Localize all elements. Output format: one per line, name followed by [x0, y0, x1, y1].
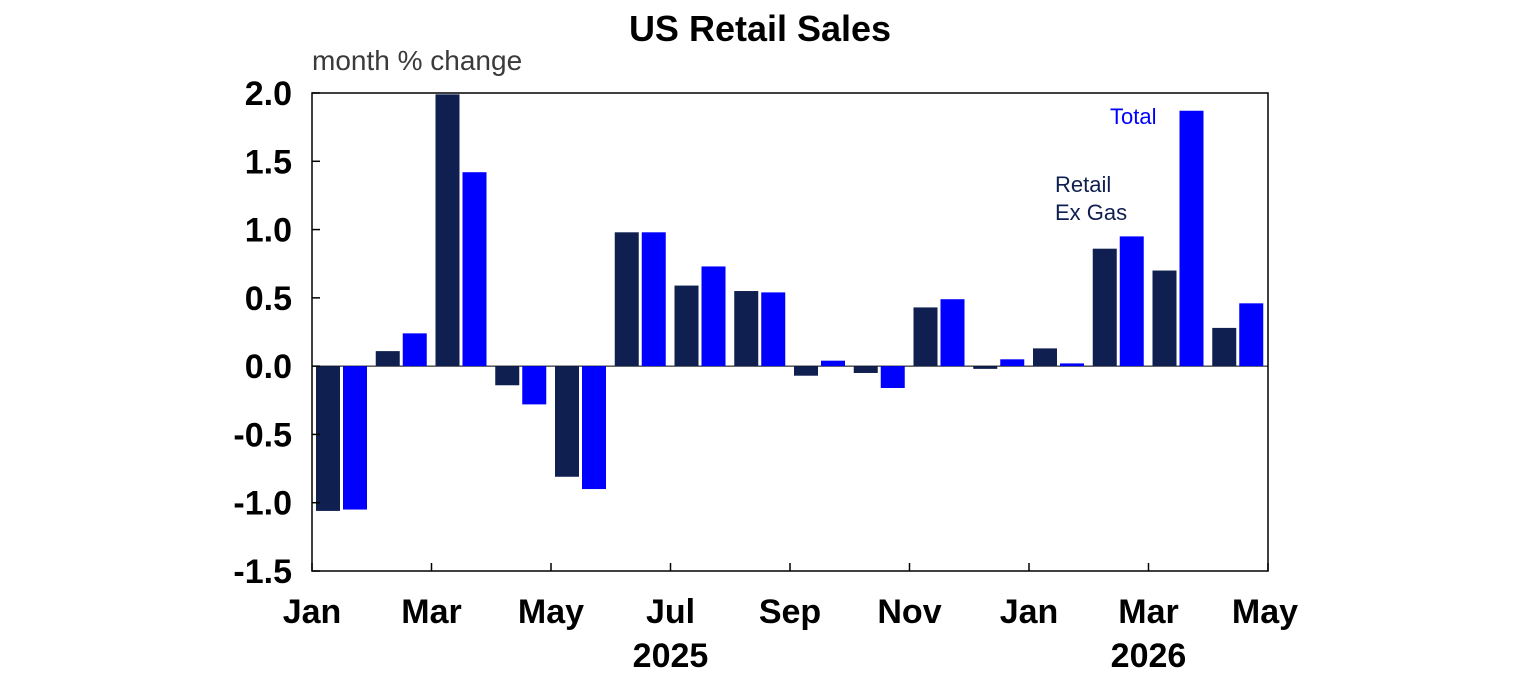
bar-total-14 [1119, 236, 1144, 367]
bar-retail-ex-gas-14 [1092, 248, 1117, 367]
x-tick-label: Jan [1000, 593, 1059, 631]
chart-title: US Retail Sales [629, 8, 891, 49]
y-tick-label: 0.5 [245, 280, 292, 318]
bar-total-4 [522, 366, 547, 405]
bar-total-10 [880, 366, 905, 388]
bar-total-6 [641, 232, 666, 367]
bar-retail-ex-gas-13 [1033, 348, 1057, 367]
bar-total-8 [761, 292, 786, 367]
legend-label-retail-ex-gas-line1: Retail [1055, 172, 1111, 197]
bar-total-9 [821, 360, 845, 367]
bar-retail-ex-gas-1 [316, 366, 340, 511]
bar-total-2 [402, 333, 427, 367]
legend-label-total: Total [1110, 104, 1156, 129]
bar-retail-ex-gas-3 [435, 94, 460, 367]
x-axis: Jan Mar May Jul Sep Nov Jan Mar May 2025 2026 [283, 563, 1298, 675]
bar-retail-ex-gas-12 [973, 366, 998, 369]
bar-retail-ex-gas-9 [794, 366, 818, 376]
legend-label-retail-ex-gas-line2: Ex Gas [1055, 200, 1127, 225]
bar-total-15 [1179, 110, 1204, 367]
bar-total-16 [1239, 303, 1264, 367]
x-tick-label: May [518, 593, 584, 631]
y-tick-label: -1.0 [233, 485, 292, 523]
bar-retail-ex-gas-10 [853, 366, 878, 373]
year-label-2025: 2025 [633, 637, 709, 675]
x-tick-label: Sep [759, 593, 821, 631]
bar-total-13 [1060, 363, 1084, 367]
bar-retail-ex-gas-15 [1152, 270, 1177, 367]
bar-retail-ex-gas-6 [614, 232, 639, 367]
bar-total-7 [701, 266, 726, 367]
bar-retail-ex-gas-11 [913, 307, 938, 367]
bars-layer [316, 94, 1264, 511]
bar-total-11 [940, 299, 965, 367]
y-tick-label: 1.5 [245, 143, 292, 181]
bar-total-5 [582, 366, 606, 490]
x-tick-label: May [1232, 593, 1298, 631]
bar-retail-ex-gas-4 [495, 366, 520, 386]
x-tick-label: Jul [646, 593, 695, 631]
x-tick-label: Nov [877, 593, 941, 631]
y-tick-label: -1.5 [233, 553, 292, 591]
year-label-2026: 2026 [1111, 637, 1187, 675]
y-axis: 2.0 1.5 1.0 0.5 0.0 -0.5 -1.0 -1.5 [233, 75, 320, 591]
y-tick-label: -0.5 [233, 416, 292, 454]
bar-retail-ex-gas-5 [555, 366, 579, 477]
x-tick-label: Mar [401, 593, 461, 631]
y-tick-label: 1.0 [245, 212, 292, 250]
bar-total-12 [1000, 359, 1025, 367]
bar-total-1 [343, 366, 367, 510]
bar-retail-ex-gas-8 [734, 291, 759, 367]
y-axis-unit-label: month % change [312, 45, 522, 76]
bar-total-3 [462, 172, 487, 367]
bar-retail-ex-gas-2 [375, 351, 400, 367]
bar-retail-ex-gas-16 [1212, 327, 1237, 367]
x-tick-label: Jan [283, 593, 342, 631]
bar-retail-ex-gas-7 [674, 285, 699, 367]
y-tick-label: 2.0 [245, 75, 292, 113]
y-tick-label: 0.0 [245, 348, 292, 386]
x-tick-label: Mar [1118, 593, 1178, 631]
